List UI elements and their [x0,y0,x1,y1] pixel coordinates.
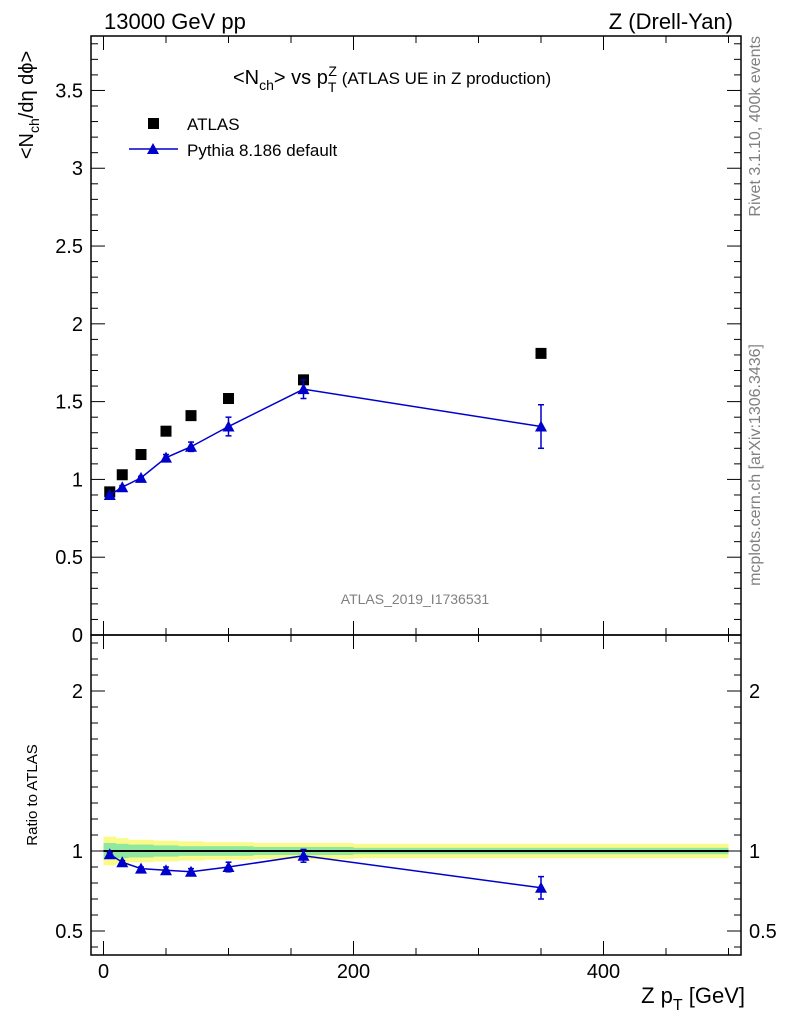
y-tick-label-main: 3 [72,158,83,180]
atlas-point [535,347,547,359]
x-tick-label: 200 [337,961,370,983]
ratio-point [160,864,172,876]
x-tick-label: 0 [98,961,109,983]
header-left: 13000 GeV pp [104,9,246,34]
y-tick-label-main: 3.5 [55,80,83,102]
pythia-point [160,451,172,463]
analysis-id: ATLAS_2019_I1736531 [341,591,490,607]
xlabel: Z pT [GeV] [641,983,745,1014]
title-nch: <N [233,67,259,89]
pythia-point [297,383,310,395]
y-tick-label-main: 1.5 [55,392,83,414]
ratio-point [222,861,235,872]
pythia-line [109,388,542,496]
ratio-point [135,862,147,874]
atlas-point [116,469,128,481]
title-nch-sub: ch [259,77,274,93]
y-tick-label-ratio-right: 2 [749,681,760,703]
ratio-ylabel: Ratio to ATLAS [24,744,41,845]
atlas-point [135,449,147,461]
pythia-point [222,420,235,432]
y-tick-label-main: 1 [72,469,83,491]
ylabel-a: <N [16,133,38,159]
legend-mc-label: Pythia 8.186 default [187,141,338,160]
legend-data-marker [148,118,159,129]
pythia-point [535,420,547,432]
atlas-point [185,410,197,422]
y-tick-label-ratio-right: 1 [749,841,760,863]
y-tick-label-ratio: 1 [72,841,83,863]
header-right: Z (Drell-Yan) [609,9,733,34]
ratio-point [297,849,310,861]
legend: ATLAS Pythia 8.186 default [129,115,338,160]
title-pt-sup: Z [328,63,337,79]
atlas-point [223,393,234,405]
y-tick-label-main: 0.5 [55,547,83,569]
ylabel-b: /dη dϕ> [16,51,38,118]
main-ylabel: <Nch/dη dϕ> [16,51,42,159]
main-ticks: 0 0.5 1 1.5 2 2.5 3 3.5 [55,36,741,647]
title-middle: > vs p [274,67,328,89]
x-tick-label: 400 [587,961,620,983]
legend-mc-marker [147,143,159,154]
y-tick-label-main: 2.5 [55,236,83,258]
y-tick-label-ratio: 2 [72,681,83,703]
ratio-point [185,865,197,877]
y-tick-label-ratio: 0.5 [55,921,83,943]
mcplots-label: mcplots.cern.ch [arXiv:1306.3436] [747,344,764,586]
xlabel-sub: T [673,997,683,1014]
atlas-point [160,425,172,437]
pythia-point [116,481,129,493]
pythia-point [103,488,116,500]
ratio-series [103,848,547,900]
plot-title: <Nch> vs pTZ (ATLAS UE in Z production) [233,63,551,95]
ratio-point [103,848,116,860]
y-tick-label-ratio-right: 0.5 [749,921,777,943]
pythia-point [185,440,197,452]
title-pt-sub: T [328,79,337,95]
xlabel-b: [GeV] [683,983,745,1008]
xlabel-a: Z p [641,983,673,1008]
y-tick-label-main: 2 [72,314,83,336]
ratio-band [103,836,729,866]
pythia-point [135,471,147,483]
y-tick-label-main: 0 [72,625,83,647]
ratio-point [535,881,547,893]
rivet-label: Rivet 3.1.10, 400k events [747,36,764,217]
title-tail: (ATLAS UE in Z production) [337,69,551,88]
legend-data-label: ATLAS [187,115,240,134]
ratio-panel-frame [90,634,742,956]
ratio-point [116,856,129,868]
ylabel-sub: ch [26,118,42,133]
main-series [103,347,547,500]
ratio-ticks: 0 200 400 0.5 0.5 1 1 2 2 [55,635,777,983]
